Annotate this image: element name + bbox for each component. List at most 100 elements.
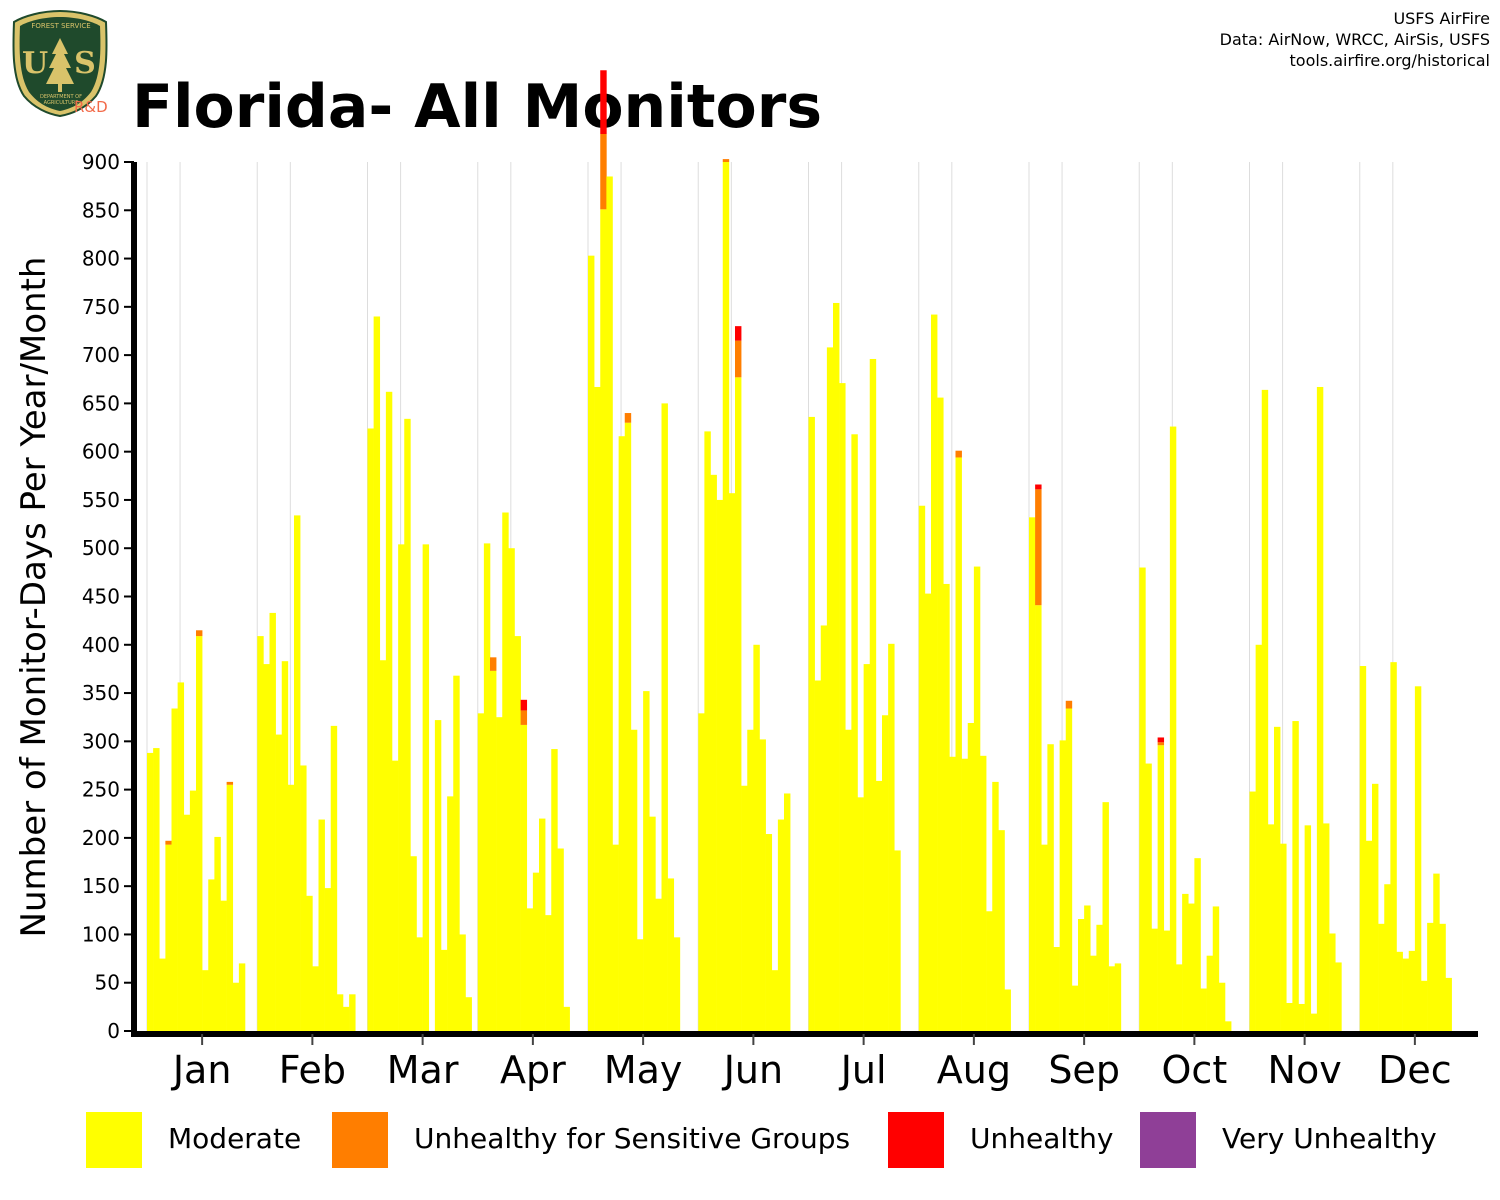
bar-moderate — [888, 643, 895, 1031]
bar-moderate — [1004, 989, 1011, 1031]
bar-moderate — [1408, 950, 1416, 1031]
bar-moderate — [765, 834, 773, 1031]
bar-unhealthy-for-sensitive-groups — [1035, 489, 1042, 606]
logo-rd-label: R&D — [74, 98, 108, 116]
logo-bottom-text: DEPARTMENT OF AGRICULTURE — [40, 94, 82, 106]
bar-moderate — [385, 391, 393, 1031]
bar-moderate — [165, 844, 172, 1031]
bar-moderate — [986, 911, 993, 1031]
bar-moderate — [1225, 1021, 1232, 1031]
bar-moderate — [1323, 823, 1330, 1031]
bar-moderate — [294, 515, 301, 1031]
x-tick-label: Sep — [1048, 1048, 1120, 1092]
x-tick-label: Jun — [722, 1048, 783, 1092]
bar-moderate — [618, 436, 626, 1032]
bar-moderate — [1071, 985, 1079, 1031]
bar-moderate — [208, 879, 215, 1031]
bar-unhealthy-for-sensitive-groups — [735, 340, 742, 378]
bar-moderate — [1041, 844, 1048, 1031]
y-tick-label: 650 — [82, 391, 120, 415]
bar-moderate — [1390, 662, 1397, 1031]
bar-moderate — [1280, 843, 1287, 1031]
bar-moderate — [747, 729, 754, 1031]
bar-moderate — [949, 756, 956, 1031]
legend-swatch — [86, 1112, 142, 1168]
bar-moderate — [753, 644, 760, 1031]
y-tick-label: 400 — [82, 633, 120, 657]
bar-unhealthy-for-sensitive-groups — [490, 657, 497, 671]
bar-unhealthy — [735, 326, 742, 341]
x-tick-label: Feb — [279, 1048, 346, 1092]
y-tick-label: 450 — [82, 585, 120, 609]
bar-unhealthy-for-sensitive-groups — [226, 781, 234, 785]
bar-moderate — [263, 664, 270, 1031]
bar-moderate — [398, 544, 405, 1031]
x-tick-label: Dec — [1378, 1048, 1452, 1092]
bar-moderate — [465, 997, 472, 1031]
bar-moderate — [496, 717, 503, 1031]
bar-moderate — [214, 836, 221, 1031]
bar-unhealthy-for-sensitive-groups — [1157, 742, 1165, 746]
bar-moderate — [630, 729, 638, 1031]
bar-moderate — [336, 994, 344, 1031]
bar-moderate — [955, 457, 962, 1032]
y-tick-label: 600 — [82, 440, 120, 464]
bar-unhealthy-for-sensitive-groups — [722, 159, 730, 162]
bar-moderate — [833, 302, 840, 1032]
y-tick-label: 500 — [82, 536, 120, 560]
y-tick-label: 0 — [107, 1019, 120, 1043]
legend-swatch — [888, 1112, 944, 1168]
bar-moderate — [588, 255, 595, 1031]
bar-moderate — [324, 888, 332, 1031]
bar-moderate — [477, 713, 485, 1031]
bar-moderate — [637, 939, 644, 1031]
legend-label: Unhealthy for Sensitive Groups — [414, 1122, 851, 1155]
bar-moderate — [1433, 873, 1440, 1031]
bar-moderate — [1163, 930, 1171, 1031]
bar-moderate — [1182, 893, 1189, 1031]
bar-moderate — [808, 416, 815, 1031]
bar-moderate — [673, 937, 681, 1031]
bar-moderate — [306, 895, 313, 1031]
bar-moderate — [1292, 721, 1299, 1031]
bar-moderate — [508, 548, 515, 1031]
bar-moderate — [1261, 389, 1269, 1031]
credit-line: USFS AirFire — [1393, 9, 1490, 28]
legend-label: Very Unhealthy — [1222, 1122, 1437, 1155]
bar-moderate — [661, 403, 668, 1031]
legend-swatch — [1140, 1112, 1196, 1168]
bar-unhealthy-for-sensitive-groups — [520, 710, 528, 725]
bar-moderate — [281, 661, 289, 1031]
bar-moderate — [196, 636, 203, 1031]
bar-moderate — [287, 784, 295, 1031]
x-tick-label: May — [604, 1048, 683, 1092]
bar-moderate — [1274, 726, 1281, 1031]
bar-moderate — [1298, 1003, 1305, 1031]
bar-moderate — [1396, 951, 1403, 1031]
chart-title: Florida- All Monitors — [132, 72, 823, 142]
bar-moderate — [937, 397, 944, 1032]
bar-moderate — [1255, 644, 1263, 1031]
shield-icon — [12, 9, 108, 118]
bar-moderate — [269, 612, 276, 1031]
bar-moderate — [220, 900, 227, 1031]
x-tick-label: Nov — [1268, 1048, 1342, 1092]
bar-moderate — [1059, 740, 1067, 1031]
bar-moderate — [716, 499, 724, 1031]
bar-moderate — [600, 209, 607, 1031]
bar-moderate — [532, 872, 540, 1031]
chart-canvas: 0 50 100 150 200 250 300 350 400 450 500 550 600 650 7… — [14, 70, 1478, 1092]
bar-moderate — [1378, 923, 1385, 1031]
legend-label: Moderate — [168, 1122, 302, 1155]
bar-moderate — [373, 316, 381, 1031]
bar-moderate — [545, 915, 552, 1031]
y-tick-label: 800 — [82, 247, 120, 271]
bar-moderate — [704, 431, 711, 1031]
bar-moderate — [1096, 924, 1103, 1031]
bar-moderate — [1304, 825, 1312, 1031]
bar-moderate — [1329, 933, 1336, 1031]
bar-moderate — [1188, 903, 1195, 1031]
bar-moderate — [1029, 517, 1036, 1031]
bar-moderate — [1359, 666, 1367, 1031]
bar-moderate — [967, 722, 975, 1031]
